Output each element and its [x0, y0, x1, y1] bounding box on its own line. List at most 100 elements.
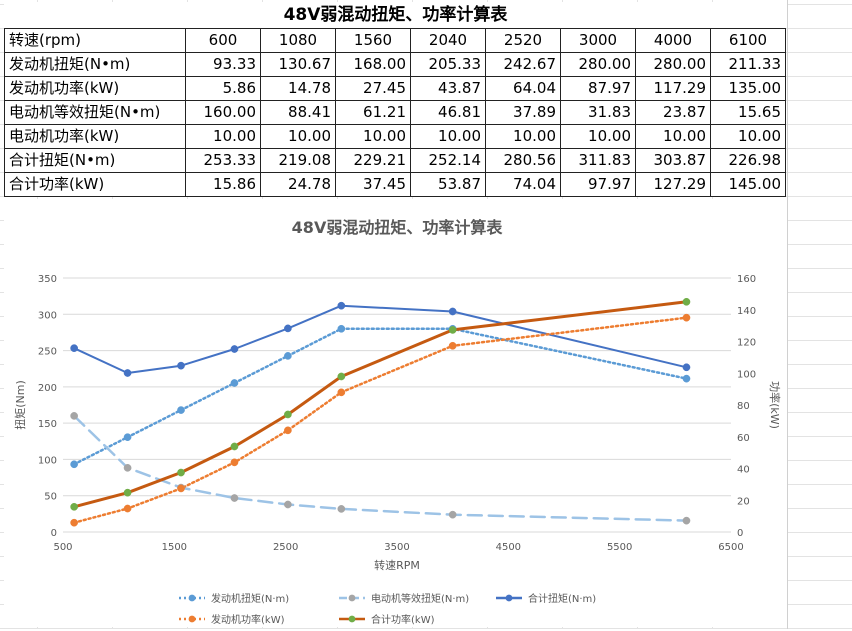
table-cell[interactable]: 2040 — [410, 28, 486, 53]
row-label[interactable]: 合计功率(kW) — [4, 172, 186, 197]
row-label[interactable]: 电动机等效扭矩(N•m) — [4, 100, 186, 125]
table-cell[interactable]: 10.00 — [260, 124, 336, 149]
table-title: 48V弱混动扭矩、功率计算表 — [4, 2, 787, 28]
table-cell[interactable]: 280.00 — [560, 52, 636, 77]
table-cell[interactable]: 27.45 — [335, 76, 411, 101]
column-border — [787, 0, 788, 629]
table-cell[interactable]: 229.21 — [335, 148, 411, 173]
table-cell[interactable]: 15.65 — [710, 100, 786, 125]
table-cell[interactable]: 1560 — [335, 28, 411, 53]
table-cell[interactable]: 10.00 — [560, 124, 636, 149]
series-line-4 — [72, 300, 688, 509]
table-cell[interactable]: 23.87 — [635, 100, 711, 125]
data-point — [337, 324, 346, 333]
table-cell[interactable]: 24.78 — [260, 172, 336, 197]
table-cell[interactable]: 46.81 — [410, 100, 486, 125]
row-label[interactable]: 电动机功率(kW) — [4, 124, 186, 149]
table-cell[interactable]: 1080 — [260, 28, 336, 53]
table-cell[interactable]: 3000 — [560, 28, 636, 53]
x-tick-label: 6500 — [718, 542, 743, 553]
y2-tick-label: 120 — [737, 338, 756, 349]
table-cell[interactable]: 93.33 — [185, 52, 261, 77]
data-point — [337, 372, 346, 381]
table-cell[interactable]: 160.00 — [185, 100, 261, 125]
table-cell[interactable]: 6100 — [710, 28, 786, 53]
table-cell[interactable]: 15.86 — [185, 172, 261, 197]
table-cell[interactable]: 10.00 — [635, 124, 711, 149]
table-row: 发动机功率(kW) 5.86 14.78 27.45 43.87 64.04 87.97 11… — [4, 76, 786, 101]
table-cell[interactable]: 145.00 — [710, 172, 786, 197]
table-cell[interactable]: 61.21 — [335, 100, 411, 125]
y-tick-label: 300 — [38, 310, 57, 321]
y2-tick-label: 0 — [737, 528, 743, 539]
table-cell[interactable]: 130.67 — [260, 52, 336, 77]
table-row: 转速(rpm) 600 1080 1560 2040 2520 3000 4000 6100 — [4, 28, 786, 53]
table-cell[interactable]: 87.97 — [560, 76, 636, 101]
table-cell[interactable]: 10.00 — [335, 124, 411, 149]
table-cell[interactable]: 14.78 — [260, 76, 336, 101]
data-point — [682, 374, 691, 383]
data-point — [123, 488, 132, 497]
data-point — [682, 297, 691, 306]
legend-marker — [188, 615, 196, 623]
table-cell[interactable]: 74.04 — [485, 172, 561, 197]
row-label[interactable]: 合计扭矩(N•m) — [4, 148, 186, 173]
legend-marker — [505, 594, 513, 602]
table-row: 合计功率(kW) 15.86 24.78 37.45 53.87 74.04 97.97 12… — [4, 172, 786, 197]
table-cell[interactable]: 311.83 — [560, 148, 636, 173]
data-point — [230, 458, 239, 467]
table-cell[interactable]: 31.83 — [560, 100, 636, 125]
data-point — [284, 352, 292, 360]
table-cell[interactable]: 253.33 — [185, 148, 261, 173]
data-point — [230, 345, 239, 353]
table-cell[interactable]: 303.87 — [635, 148, 711, 173]
data-point — [177, 468, 185, 477]
data-point — [230, 379, 239, 387]
table-cell[interactable]: 64.04 — [485, 76, 561, 101]
y-tick-label: 100 — [38, 455, 57, 466]
table-cell[interactable]: 10.00 — [410, 124, 486, 149]
legend-label: 合计功率(kW) — [371, 613, 435, 626]
table-cell[interactable]: 10.00 — [710, 124, 786, 149]
table-cell[interactable]: 10.00 — [185, 124, 261, 149]
table-cell[interactable]: 242.67 — [485, 52, 561, 77]
table-cell[interactable]: 127.29 — [635, 172, 711, 197]
table-cell[interactable]: 5.86 — [185, 76, 261, 101]
table-cell[interactable]: 10.00 — [485, 124, 561, 149]
table-cell[interactable]: 2520 — [485, 28, 561, 53]
table-row: 电动机功率(kW) 10.00 10.00 10.00 10.00 10.00 10.00 1… — [4, 124, 786, 149]
table-cell[interactable]: 600 — [185, 28, 261, 53]
table-cell[interactable]: 53.87 — [410, 172, 486, 197]
data-point — [70, 344, 78, 353]
data-point — [123, 504, 132, 513]
table-cell[interactable]: 280.00 — [635, 52, 711, 77]
table-cell[interactable]: 117.29 — [635, 76, 711, 101]
series-line-3 — [72, 316, 688, 524]
data-point — [448, 326, 457, 334]
row-label[interactable]: 发动机功率(kW) — [4, 76, 186, 101]
table-cell[interactable]: 226.98 — [710, 148, 786, 173]
row-label[interactable]: 转速(rpm) — [4, 28, 186, 53]
table-cell[interactable]: 219.08 — [260, 148, 336, 173]
series-line-0 — [72, 327, 688, 466]
table-cell[interactable]: 205.33 — [410, 52, 486, 77]
data-point — [70, 460, 78, 469]
table-cell[interactable]: 252.14 — [410, 148, 486, 173]
table-cell[interactable]: 43.87 — [410, 76, 486, 101]
row-label[interactable]: 发动机扭矩(N•m) — [4, 52, 186, 77]
x-axis-label: 转速RPM — [374, 558, 420, 572]
table-cell[interactable]: 4000 — [635, 28, 711, 53]
table-cell[interactable]: 97.97 — [560, 172, 636, 197]
table-cell[interactable]: 37.89 — [485, 100, 561, 125]
data-point — [70, 518, 78, 527]
table-cell[interactable]: 168.00 — [335, 52, 411, 77]
table-cell[interactable]: 37.45 — [335, 172, 411, 197]
data-point — [337, 505, 346, 513]
x-tick-label: 2500 — [273, 542, 298, 553]
table-cell[interactable]: 135.00 — [710, 76, 786, 101]
table-cell[interactable]: 280.56 — [485, 148, 561, 173]
y2-tick-label: 20 — [737, 496, 750, 507]
table-cell[interactable]: 88.41 — [260, 100, 336, 125]
chart-title: 48V弱混动扭矩、功率计算表 — [292, 218, 504, 237]
table-cell[interactable]: 211.33 — [710, 52, 786, 77]
